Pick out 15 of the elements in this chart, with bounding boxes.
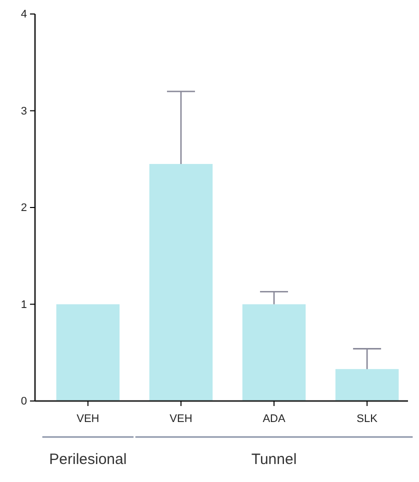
y-tick-label: 2 (20, 202, 27, 214)
y-tick-label: 4 (20, 8, 27, 21)
text: Perilesional (49, 451, 127, 468)
text: Tunnel (251, 451, 297, 468)
bar (335, 369, 399, 401)
y-tick-label: 0 (20, 396, 27, 408)
x-tick-label: VEH (76, 413, 100, 426)
x-tick-label: SLK (356, 413, 378, 426)
y-tick-label: 1 (20, 298, 27, 311)
bar (149, 164, 213, 401)
y-tick-label: 3 (20, 105, 27, 118)
bar (56, 304, 120, 401)
bar (242, 304, 306, 401)
x-tick-label: ADA (262, 413, 286, 426)
x-tick-label: VEH (170, 413, 192, 426)
